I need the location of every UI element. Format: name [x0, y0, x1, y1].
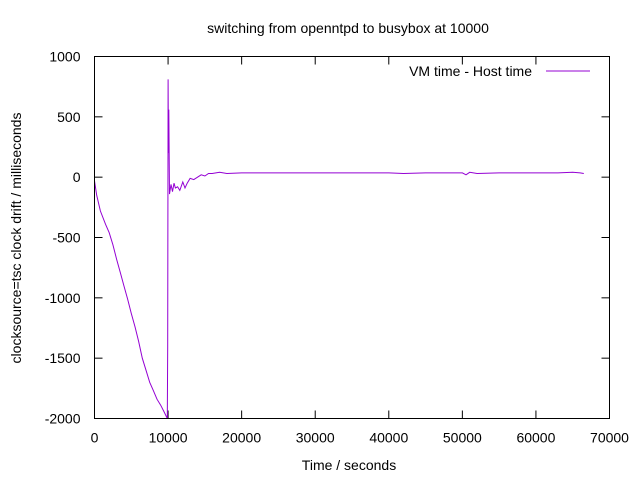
tick-labels: 0 10000 20000 30000 40000 50000 60000 70000-200…: [45, 49, 629, 446]
x-tick-label: 70000: [590, 430, 629, 446]
y-tick-label: 0: [73, 169, 81, 185]
x-tick-label: 20000: [222, 430, 261, 446]
y-tick-label: -1000: [45, 290, 81, 306]
x-tick-label: 60000: [516, 430, 555, 446]
y-tick-label: -500: [52, 230, 80, 246]
y-tick-label: -1500: [45, 350, 81, 366]
x-axis-label: Time / seconds: [302, 457, 396, 473]
x-tick-label: 40000: [369, 430, 408, 446]
x-tick-label: 10000: [149, 430, 188, 446]
tick-marks: [94, 56, 610, 419]
y-tick-label: 500: [57, 109, 81, 125]
plot-frame: [94, 56, 610, 419]
chart-title: switching from openntpd to busybox at 10…: [207, 20, 489, 36]
y-tick-label: -2000: [45, 411, 81, 427]
y-axis-label: clocksource=tsc clock drift / millisecon…: [8, 113, 24, 364]
x-tick-label: 30000: [296, 430, 335, 446]
legend: VM time - Host time: [409, 63, 590, 79]
y-tick-label: 1000: [49, 49, 80, 65]
legend-entry-label: VM time - Host time: [409, 63, 532, 79]
x-tick-label: 0: [91, 430, 99, 446]
x-tick-label: 50000: [443, 430, 482, 446]
series-line: [94, 79, 584, 419]
